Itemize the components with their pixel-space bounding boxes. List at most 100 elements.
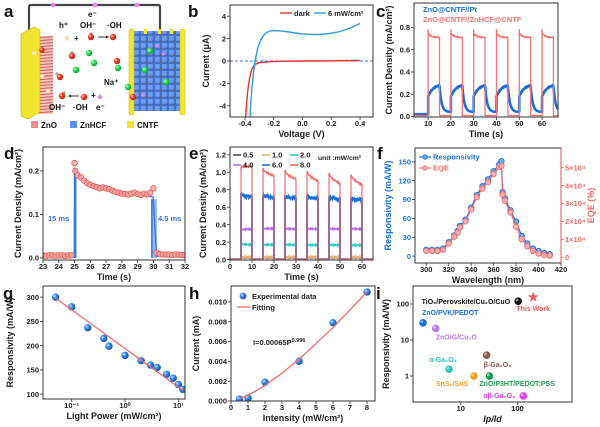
label-hydroxide-bottom: OH⁻ (49, 103, 65, 112)
x-tick-label: 31 (165, 262, 173, 271)
panel-label-i: i (376, 284, 381, 303)
legend-marker (422, 154, 428, 160)
y-tick-label: 1 (405, 372, 409, 381)
data-point (100, 334, 108, 343)
hole-particle (64, 35, 70, 41)
data-point-eqe (479, 185, 486, 192)
label-plus: + (91, 91, 96, 100)
y-tick-label: 250 (26, 317, 39, 326)
legend-swatch-znhcf (70, 121, 77, 128)
y-tick-label: 0.0 (400, 112, 410, 121)
plot-area (51, 293, 185, 393)
y2-axis-label: EQE (%) (586, 188, 596, 224)
y2-tick-label: 5×10⁴ (565, 163, 586, 172)
y-tick-label: 0 (222, 57, 226, 66)
plot-frame (412, 285, 573, 403)
plot-area (419, 291, 539, 400)
panel-label-a: a (4, 2, 14, 21)
x-tick-label: 5 (314, 403, 318, 412)
data-point (445, 365, 453, 373)
x-tick-label: 30 (149, 262, 157, 271)
x-tick-label: 20 (270, 262, 278, 271)
y-axis-label: Current Density (mA/cm²) (198, 149, 208, 258)
x-tick-label: 20 (447, 119, 455, 128)
y2-tick-label: 4×10⁴ (565, 181, 586, 190)
electron-dot (134, 2, 140, 8)
plot-area (230, 163, 373, 260)
data-point-eqe (529, 247, 537, 254)
chart-d: 23 24 25 26 27 28 29 30 31 32 0.0 0.1 0.2 Time (s) Cur… (13, 146, 189, 282)
x-tick-label: 40 (314, 262, 322, 271)
plot-area (414, 29, 558, 117)
data-point (470, 372, 478, 380)
x-tick-label: 30 (292, 262, 300, 271)
point-label: ZnO/PVK/PEDOT (422, 310, 479, 317)
data-point-eqe (439, 246, 447, 253)
y-tick-label: 4 (222, 12, 227, 21)
y-axis-label: Current (μA) (201, 34, 211, 87)
data-point (121, 351, 129, 360)
y-axis-label: Responsivity (mA/W) (383, 160, 393, 250)
panel-label-b: b (188, 2, 198, 21)
data-point-eqe (490, 170, 497, 177)
data-point-eqe (507, 209, 514, 216)
y-tick-label: 0.000 (208, 397, 227, 406)
sodium-ion (141, 66, 149, 74)
x-axis-label: Time (s) (97, 272, 131, 282)
data-point (295, 357, 303, 366)
y-tick-label: 150 (398, 158, 411, 167)
sodium-ion (162, 78, 170, 86)
panel-label-g: g (3, 284, 13, 303)
y-tick-label: 90 (403, 195, 411, 204)
plot-frame (413, 2, 559, 118)
hole-particle (31, 50, 37, 56)
data-point (482, 351, 491, 359)
chart-e: 0 10 20 30 40 50 60 0.0 0.2 0.4 0.6 0.8 1.0 1.2 Time (… (198, 146, 374, 282)
plot-area (235, 288, 371, 401)
label-hydroxyl-radical: ·OH (107, 21, 122, 30)
x-tick-label: 320 (442, 265, 455, 274)
data-point (150, 185, 157, 192)
x-tick-label: 0.0 (297, 119, 307, 128)
x-axis-label: Light Power (mW/cm²) (67, 411, 162, 421)
device-schematic: e⁻ h⁺ OH⁻ ·OH + Na⁺ + OH⁻ ·OH e⁻ ZnO ZnH… (20, 2, 186, 130)
x-tick-label: 1 (246, 403, 250, 412)
data-point-eqe (541, 251, 548, 259)
data-point-highlight (433, 325, 436, 329)
y-tick-label: 0.6 (216, 203, 226, 212)
panel-label-h: h (189, 284, 199, 303)
arrow-head-icon (68, 94, 71, 98)
legend-label: Fitting (252, 303, 275, 312)
hydroxide-ions (55, 32, 137, 101)
y-tick-label: 0.8 (216, 185, 226, 194)
x-tick-label: 400 (532, 265, 545, 274)
x-axis-label: Time (s) (284, 272, 318, 282)
cntf-fiber (128, 28, 135, 116)
legend-unit-label: unit :mW/cm² (318, 155, 362, 162)
rise-time-annotation: 15 ms (48, 214, 69, 223)
series-line-light (249, 22, 361, 117)
data-point-highlight (446, 366, 450, 370)
data-point-eqe (501, 197, 508, 204)
legend-label: 0.5 (243, 151, 253, 160)
y-tick-label: 0.6 (400, 45, 410, 54)
series-line-8.0-mw (230, 163, 373, 260)
data-point (68, 252, 75, 259)
x-tick-label: 300 (420, 265, 433, 274)
label-sodium-ion: Na⁺ (104, 78, 118, 87)
x-axis-label: Wavelength (nm) (452, 275, 524, 285)
y-tick-label: 150 (26, 366, 39, 375)
x-tick-label: 50 (336, 262, 344, 271)
x-tick-label: -0.4 (238, 119, 252, 128)
point-label: This Work (516, 306, 550, 313)
legend-label: 1.0 (272, 151, 282, 160)
plot-area (230, 22, 373, 117)
plot-frame (229, 4, 374, 118)
x-tick-label: 28 (118, 262, 126, 271)
x-tick-label: 0 (228, 262, 232, 271)
y-tick-label: 0 (407, 252, 411, 261)
x-tick-label: 25 (70, 262, 78, 271)
legend-label: 8.0 (300, 161, 310, 170)
data-point-eqe (445, 240, 452, 247)
y-tick-label: 0.006 (208, 337, 227, 346)
